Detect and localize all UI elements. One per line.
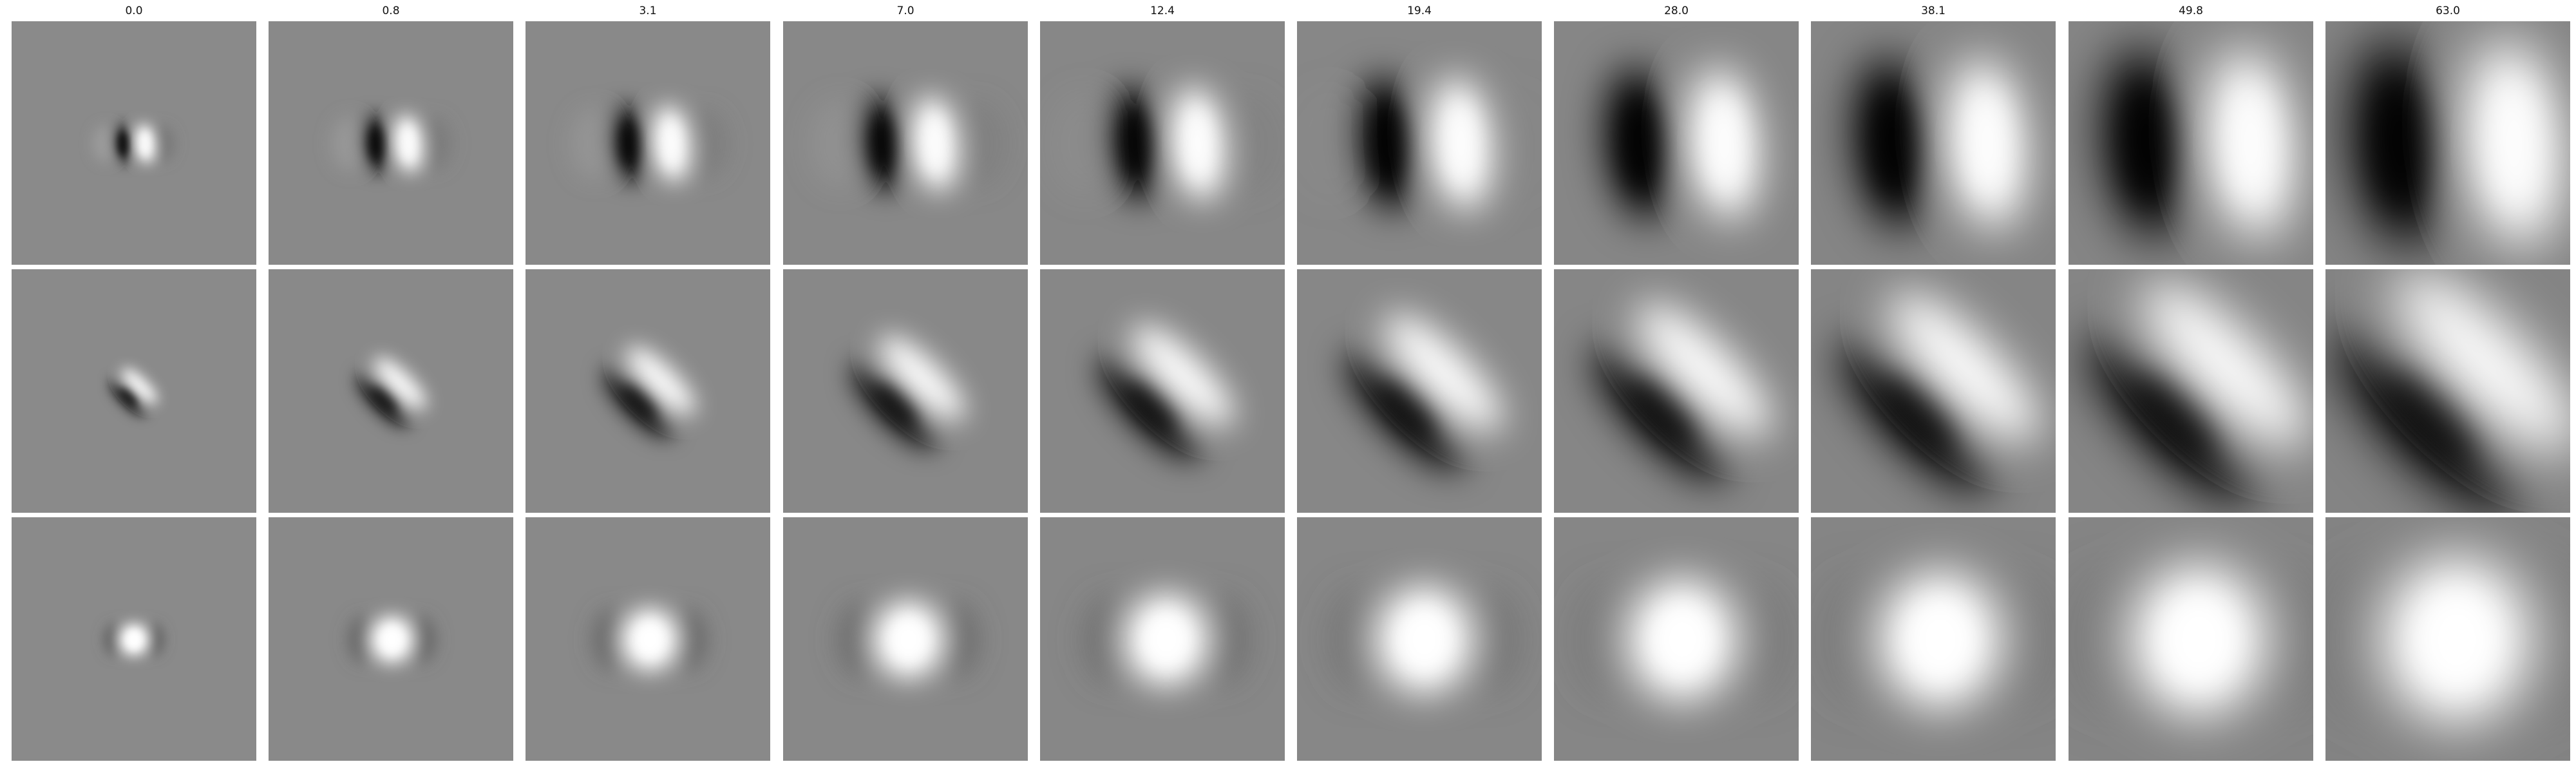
image-panel-diagonal-dipole (2069, 269, 2313, 513)
image-panel-diagonal-dipole (2325, 269, 2570, 513)
image-panel-central-blob (783, 517, 1028, 761)
image-panel-diagonal-dipole (1554, 269, 1799, 513)
filter-image (526, 269, 770, 513)
filter-image (269, 269, 513, 513)
filter-image (2325, 517, 2570, 761)
column-title: 3.1 (639, 5, 657, 17)
column-title: 19.4 (1407, 5, 1432, 17)
image-panel-central-blob (2325, 517, 2570, 761)
filter-image (1554, 517, 1799, 761)
column-title: 7.0 (896, 5, 914, 17)
image-panel-central-blob (1554, 517, 1799, 761)
column-title: 38.1 (1921, 5, 1946, 17)
image-panel-central-blob (1040, 517, 1285, 761)
filter-image (1040, 21, 1285, 265)
filter-image (2325, 21, 2570, 265)
column-title: 63.0 (2436, 5, 2460, 17)
image-panel-vertical-dipole (12, 21, 256, 265)
image-panel-central-blob (1811, 517, 2056, 761)
image-panel-vertical-dipole (2325, 21, 2570, 265)
image-panel-vertical-dipole (783, 21, 1028, 265)
image-panel-vertical-dipole (1811, 21, 2056, 265)
image-panel-vertical-dipole (269, 21, 513, 265)
filter-image (1040, 517, 1285, 761)
image-panel-diagonal-dipole (1297, 269, 1542, 513)
image-panel-vertical-dipole (1297, 21, 1542, 265)
filter-image (2325, 269, 2570, 513)
image-panel-vertical-dipole (2069, 21, 2313, 265)
image-panel-central-blob (526, 517, 770, 761)
filter-image (1554, 269, 1799, 513)
filter-image (526, 517, 770, 761)
filter-image (1811, 21, 2056, 265)
filter-image (1297, 269, 1542, 513)
image-panel-diagonal-dipole (12, 269, 256, 513)
filter-image (1297, 21, 1542, 265)
filter-image (12, 517, 256, 761)
filter-image (2069, 517, 2313, 761)
filter-image (1554, 21, 1799, 265)
filter-image (783, 269, 1028, 513)
image-panel-diagonal-dipole (269, 269, 513, 513)
column-title: 28.0 (1664, 5, 1689, 17)
filter-image (1297, 517, 1542, 761)
filter-image (783, 21, 1028, 265)
image-panel-central-blob (269, 517, 513, 761)
filter-image (526, 21, 770, 265)
column-title: 0.8 (382, 5, 400, 17)
filter-image (269, 517, 513, 761)
image-panel-diagonal-dipole (526, 269, 770, 513)
filter-image (2069, 21, 2313, 265)
image-panel-vertical-dipole (1554, 21, 1799, 265)
image-panel-vertical-dipole (526, 21, 770, 265)
filter-image (269, 21, 513, 265)
filter-image (783, 517, 1028, 761)
filter-image (1811, 269, 2056, 513)
filter-image (2069, 269, 2313, 513)
image-panel-central-blob (2069, 517, 2313, 761)
filter-image (1811, 517, 2056, 761)
image-panel-central-blob (1297, 517, 1542, 761)
filter-image (12, 269, 256, 513)
filter-image (12, 21, 256, 265)
image-panel-central-blob (12, 517, 256, 761)
filter-image (1040, 269, 1285, 513)
column-title: 12.4 (1150, 5, 1175, 17)
image-panel-diagonal-dipole (783, 269, 1028, 513)
image-panel-vertical-dipole (1040, 21, 1285, 265)
column-title: 0.0 (125, 5, 143, 17)
column-title: 49.8 (2179, 5, 2203, 17)
image-panel-diagonal-dipole (1040, 269, 1285, 513)
image-panel-diagonal-dipole (1811, 269, 2056, 513)
